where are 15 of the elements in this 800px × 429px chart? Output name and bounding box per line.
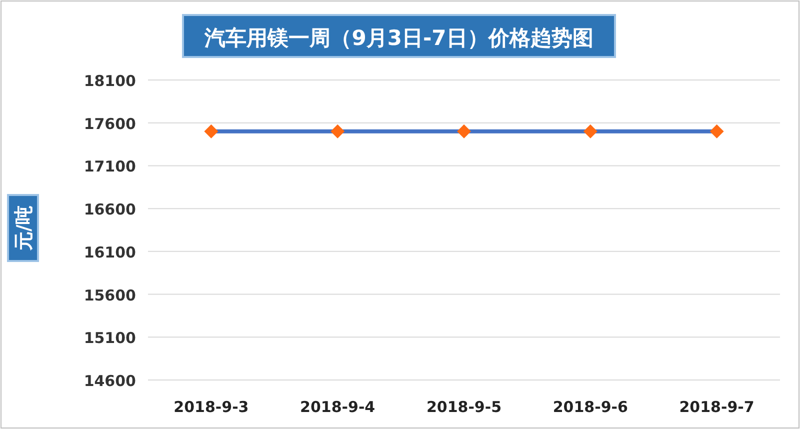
y-tick-label: 17600 [84,114,136,133]
x-tick-label: 2018-9-7 [679,398,754,416]
y-tick-label: 18100 [84,72,136,90]
y-tick-label: 16600 [84,200,136,219]
x-tick-label: 2018-9-3 [174,398,249,416]
x-tick-label: 2018-9-6 [552,398,628,416]
y-tick-label: 14600 [84,372,136,390]
y-tick-label: 15100 [84,329,136,348]
y-tick-label: 15600 [84,286,136,304]
x-tick-label: 2018-9-4 [300,398,376,416]
y-tick-label: 16100 [84,243,136,262]
y-tick-label: 17100 [84,158,136,176]
chart-title: 汽车用镁一周（9月3日-7日）价格趋势图 [204,26,594,50]
y-axis-title: 元/吨 [13,206,35,252]
x-tick-label: 2018-9-5 [426,398,502,416]
